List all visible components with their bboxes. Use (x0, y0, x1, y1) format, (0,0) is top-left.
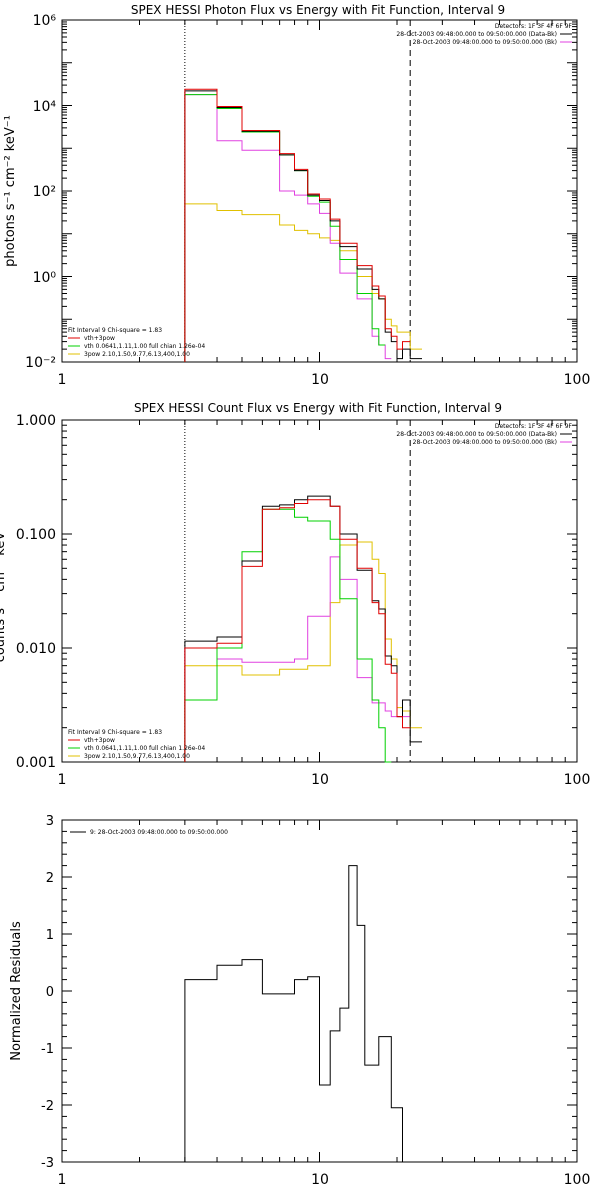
photon-y-axis-label: photons s⁻¹ cm⁻² keV⁻¹ (3, 115, 18, 267)
residual-x-ticks (61, 820, 578, 1162)
residual-y-tick-2: 2 (46, 871, 54, 886)
residual-y-tick-1: 1 (46, 928, 54, 943)
count-legend-bk: 28-Oct-2003 09:48:00.000 to 09:50:00.000… (413, 439, 557, 446)
photon-flux-panel: SPEX HESSI Photon Flux vs Energy with Fi… (3, 3, 590, 388)
photon-y-ticks (62, 19, 577, 363)
count-flux-panel: SPEX HESSI Count Flux vs Energy with Fit… (0, 401, 590, 788)
photon-legend-vth: vth 0.0641,1.11,1.00 full chian 1.26e-04 (84, 343, 205, 350)
series-data-bk (184, 90, 422, 362)
photon-y-tick-1e2: 10² (33, 184, 56, 200)
photon-y-tick-1e0: 10⁰ (33, 270, 57, 286)
photon-legend-3pow: 3pow 2.10,1.50,9.77,6.13,400,1.00 (84, 351, 190, 358)
series-vth (184, 94, 386, 362)
photon-legend-fit: Fit Interval 9 Chi-square = 1.83 (68, 327, 162, 334)
residual-y-tick-m1: -1 (41, 1042, 54, 1057)
photon-legend-databk: 28-Oct-2003 09:48:00.000 to 09:50:00.000… (396, 31, 557, 38)
count-y-axis-label: counts s⁻¹ cm⁻² keV⁻¹ (0, 520, 8, 663)
series-vth-3pow (184, 499, 411, 762)
photon-x-ticks (61, 20, 578, 362)
count-y-tick-0.010: 0.010 (16, 641, 56, 657)
count-y-tick-1.000: 1.000 (16, 413, 56, 429)
series-vth (184, 508, 392, 763)
series-3pow (184, 94, 392, 362)
count-x-tick-100: 100 (564, 772, 591, 788)
photon-legend-bk: 28-Oct-2003 09:48:00.000 to 09:50:00.000… (413, 39, 557, 46)
residual-y-tick-m2: -2 (41, 1099, 54, 1114)
residual-y-tick-3: 3 (46, 814, 54, 829)
count-series (184, 495, 422, 763)
count-legend-databk: 28-Oct-2003 09:48:00.000 to 09:50:00.000… (396, 431, 557, 438)
photon-x-tick-10: 10 (311, 372, 329, 388)
residual-series (184, 865, 411, 1163)
residual-x-tick-10: 10 (311, 1172, 329, 1188)
count-legend-detectors: Detectors: 1F 3F 4F 6F 9F (495, 423, 573, 430)
count-y-tick-0.001: 0.001 (16, 755, 56, 771)
photon-markers (184, 20, 411, 362)
count-legend-vth3pow: vth+3pow (84, 737, 115, 744)
residual-y-tick-m3: -3 (41, 1156, 54, 1171)
count-legend-3pow: 3pow 2.10,1.50,9.77,6.13,400,1.00 (84, 753, 190, 760)
residuals-panel: 1 10 100 -3 -2 -1 0 1 2 3 Normalized Res… (9, 814, 590, 1188)
count-chart-title: SPEX HESSI Count Flux vs Energy with Fit… (134, 401, 502, 415)
count-legend-vth: vth 0.0641,1.11,1.00 full chian 1.26e-04 (84, 745, 205, 752)
photon-x-tick-1: 1 (58, 372, 67, 388)
count-x-ticks (61, 420, 578, 762)
photon-y-tick-1e4: 10⁴ (33, 99, 57, 115)
photon-y-tick-1e-2: 10⁻² (25, 355, 56, 371)
series-vth-3pow (184, 88, 411, 362)
count-markers (184, 420, 411, 762)
residual-legend-label: 9: 28-Oct-2003 09:48:00.000 to 09:50:00.… (90, 829, 228, 836)
count-plot-frame (61, 419, 578, 763)
count-y-ticks (62, 419, 577, 763)
series-data-bk (184, 495, 422, 762)
photon-x-tick-100: 100 (564, 372, 591, 388)
photon-legend-vth3pow: vth+3pow (84, 335, 115, 342)
photon-y-tick-1e6: 10⁶ (33, 13, 57, 29)
residual-x-tick-100: 100 (564, 1172, 591, 1188)
residual-y-axis-label: Normalized Residuals (9, 921, 24, 1061)
photon-chart-title: SPEX HESSI Photon Flux vs Energy with Fi… (131, 3, 505, 17)
count-y-tick-0.100: 0.100 (16, 527, 56, 543)
series-bk (184, 541, 422, 762)
series-3pow (184, 556, 411, 762)
series-bk (184, 203, 422, 362)
photon-legend-detectors: Detectors: 1F 3F 4F 6F 9F (495, 23, 573, 30)
count-x-tick-1: 1 (58, 772, 67, 788)
photon-series (184, 88, 422, 362)
series-9-28-oct-2003-09-48-00-000-to-09-50-00-000 (184, 865, 411, 1163)
residual-x-tick-1: 1 (58, 1172, 67, 1188)
residual-y-tick-0: 0 (46, 985, 54, 1000)
photon-plot-frame (61, 19, 578, 363)
count-legend-fit: Fit Interval 9 Chi-square = 1.83 (68, 729, 162, 736)
count-x-tick-10: 10 (311, 772, 329, 788)
residual-y-ticks (62, 819, 577, 1163)
